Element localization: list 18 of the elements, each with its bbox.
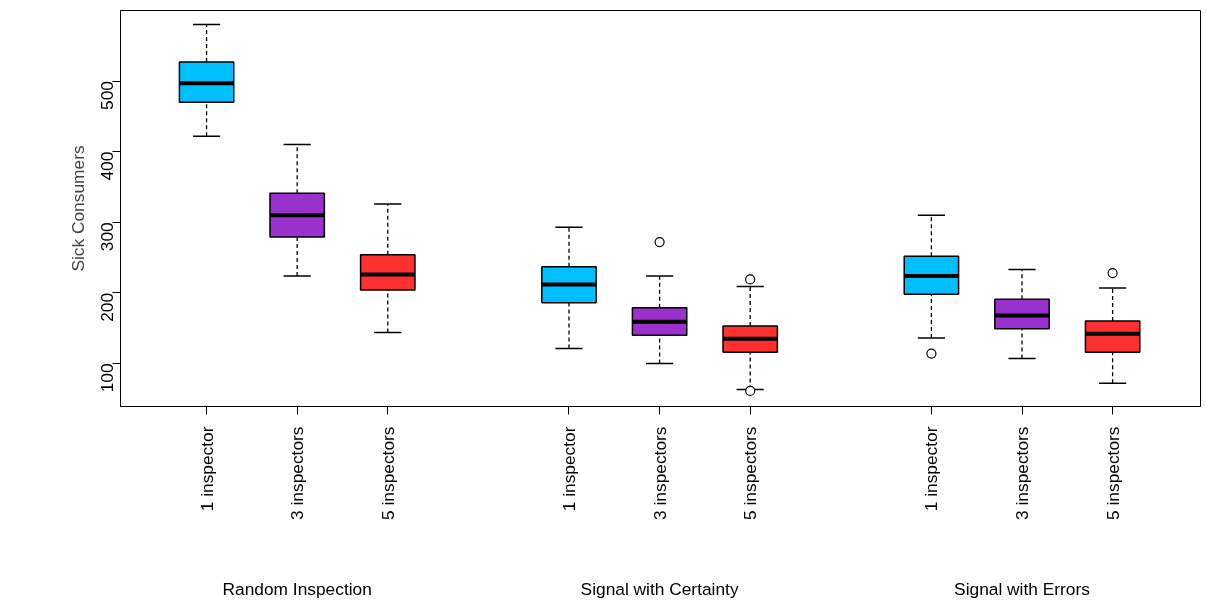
x-tick-label: 5 inspectors bbox=[740, 426, 761, 520]
text: Random Inspection bbox=[222, 578, 372, 599]
x-tick-label: 1 inspector bbox=[921, 426, 942, 512]
x-tick-label: 5 inspectors bbox=[1102, 426, 1123, 520]
text: Signal with Certainty bbox=[580, 578, 739, 599]
y-tick-label: 400 bbox=[97, 151, 118, 181]
x-tick-label: 1 inspector bbox=[196, 426, 217, 512]
y-tick-label: 100 bbox=[97, 363, 118, 393]
y-tick-label: 200 bbox=[97, 292, 118, 322]
y-axis-title: Sick Consumers bbox=[67, 145, 88, 272]
y-tick-label: 300 bbox=[97, 222, 118, 252]
x-tick-label: 3 inspectors bbox=[1012, 426, 1033, 520]
x-tick-label: 5 inspectors bbox=[377, 426, 398, 520]
x-tick-label: 3 inspectors bbox=[649, 426, 670, 520]
y-tick-label: 500 bbox=[97, 81, 118, 110]
x-tick-label: 3 inspectors bbox=[287, 426, 308, 520]
x-tick-label: 1 inspector bbox=[558, 426, 579, 512]
text: Signal with Errors bbox=[954, 578, 1091, 599]
